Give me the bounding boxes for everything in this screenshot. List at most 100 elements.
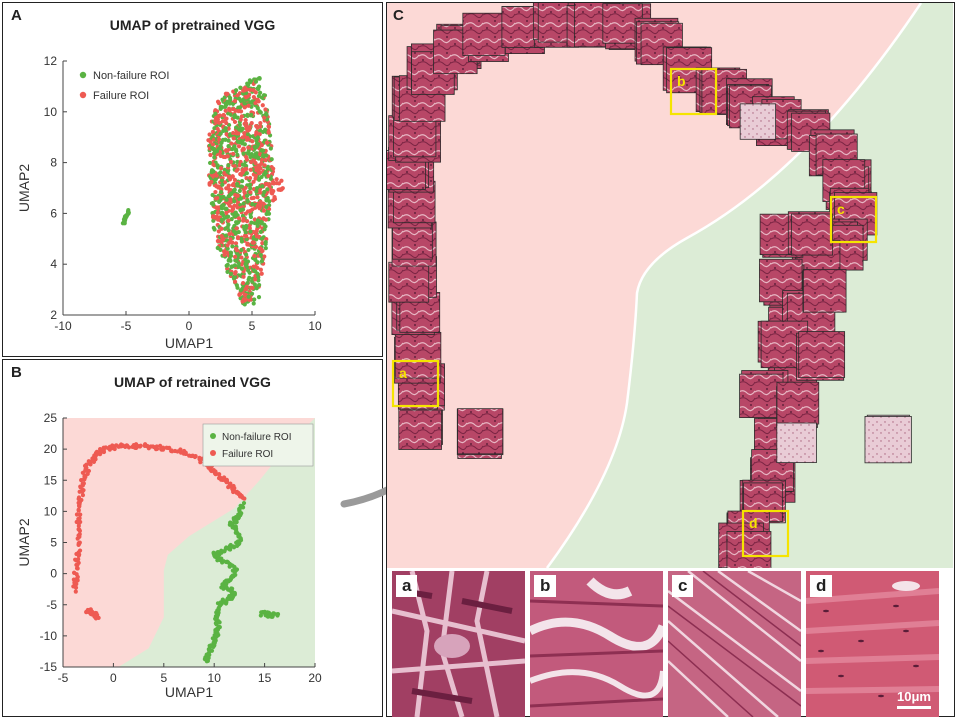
- data-point: [214, 205, 219, 210]
- data-point: [250, 202, 255, 207]
- data-point: [227, 256, 232, 262]
- data-point: [210, 129, 216, 134]
- data-point: [247, 182, 253, 187]
- data-point: [241, 500, 247, 506]
- y-tick-label: -15: [40, 660, 58, 674]
- crop-c: c: [668, 571, 801, 717]
- data-point: [219, 206, 225, 211]
- data-point: [257, 282, 262, 288]
- data-point: [234, 168, 239, 173]
- data-point: [241, 274, 246, 279]
- data-point: [251, 268, 257, 273]
- y-tick-label: 10: [44, 105, 58, 119]
- data-point: [220, 97, 225, 102]
- data-point: [241, 224, 246, 229]
- panel-a-title: UMAP of pretrained VGG: [109, 17, 276, 33]
- data-point: [255, 105, 260, 111]
- data-point: [219, 178, 225, 183]
- data-point: [224, 186, 229, 191]
- data-point: [242, 85, 248, 90]
- data-point: [236, 216, 242, 221]
- data-point: [262, 254, 267, 259]
- data-point: [238, 85, 243, 90]
- data-point: [253, 173, 258, 178]
- data-point: [243, 117, 248, 123]
- data-point: [75, 578, 80, 583]
- tissue-tile: [726, 531, 772, 568]
- data-point: [231, 136, 236, 141]
- data-point: [225, 169, 230, 174]
- data-point: [223, 126, 228, 131]
- data-point: [80, 489, 85, 494]
- data-point: [265, 187, 270, 192]
- data-point: [274, 181, 280, 186]
- scatter-points: [71, 442, 281, 664]
- data-point: [240, 207, 246, 212]
- data-point: [231, 130, 236, 136]
- data-point: [255, 135, 260, 140]
- data-point: [257, 132, 262, 137]
- roi-box-letter: c: [837, 201, 845, 217]
- y-axis-label: UMAP2: [16, 518, 32, 566]
- data-point: [255, 218, 260, 223]
- y-tick-label: 0: [50, 567, 57, 581]
- crop-a: a: [392, 571, 525, 717]
- y-tick-label: 2: [50, 308, 57, 322]
- data-point: [122, 220, 127, 225]
- data-point: [231, 151, 236, 157]
- tissue-tiles: [387, 3, 912, 568]
- x-tick-label: -5: [58, 671, 69, 685]
- data-point: [260, 248, 265, 254]
- data-point: [232, 98, 238, 104]
- data-point: [243, 257, 248, 262]
- data-point: [256, 278, 261, 283]
- scale-bar-label: 10μm: [897, 689, 931, 704]
- data-point: [211, 218, 216, 223]
- roi-box: [669, 67, 718, 116]
- data-point: [266, 610, 272, 615]
- data-point: [256, 177, 262, 182]
- data-point: [214, 173, 219, 178]
- data-point: [242, 189, 247, 195]
- legend-marker: [210, 450, 216, 456]
- data-point: [142, 443, 147, 448]
- data-point: [257, 90, 263, 95]
- data-point: [243, 185, 248, 190]
- data-point: [233, 213, 238, 219]
- data-point: [223, 137, 228, 142]
- data-point: [175, 449, 180, 454]
- data-point: [248, 212, 253, 217]
- data-point: [204, 659, 209, 664]
- data-point: [240, 179, 245, 184]
- data-point: [264, 196, 269, 201]
- data-point: [247, 209, 253, 214]
- data-point: [231, 188, 237, 193]
- data-point: [224, 250, 230, 255]
- data-point: [231, 590, 236, 596]
- data-point: [238, 288, 244, 293]
- data-point: [76, 503, 82, 508]
- data-point: [236, 109, 241, 114]
- data-point: [236, 144, 242, 149]
- data-point: [227, 177, 233, 182]
- x-tick-label: 20: [308, 671, 322, 685]
- data-point: [254, 189, 259, 194]
- data-point: [73, 585, 79, 590]
- data-point: [241, 218, 246, 223]
- data-point: [243, 230, 248, 235]
- data-point: [255, 86, 260, 91]
- data-point: [248, 113, 254, 118]
- data-point: [93, 616, 99, 621]
- y-axis-label: UMAP2: [16, 164, 32, 212]
- data-point: [207, 648, 212, 653]
- data-point: [232, 279, 238, 284]
- data-point: [239, 266, 244, 271]
- data-point: [228, 253, 234, 258]
- y-tick-label: 5: [50, 536, 57, 550]
- data-point: [272, 194, 277, 200]
- data-point: [77, 527, 82, 532]
- data-point: [239, 255, 244, 260]
- data-point: [232, 113, 237, 118]
- data-point: [212, 126, 217, 131]
- data-point: [233, 530, 238, 535]
